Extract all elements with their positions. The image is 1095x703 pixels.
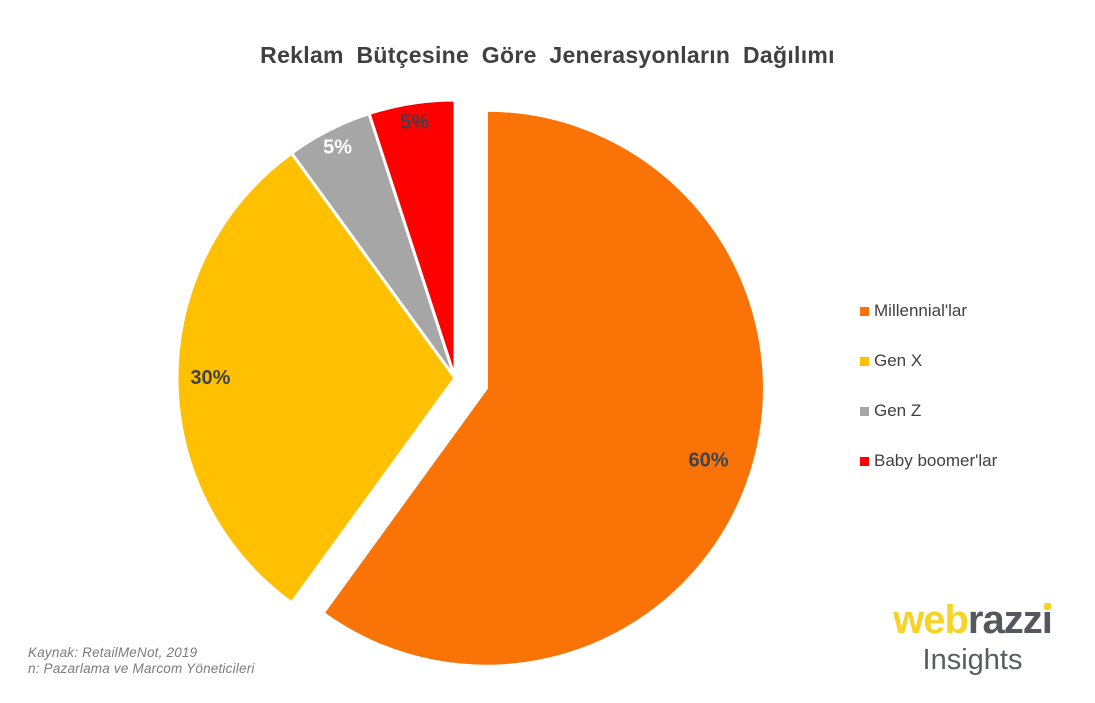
- logo-razzi-text: razz: [967, 598, 1043, 642]
- legend-marker-gen-x: [860, 356, 869, 366]
- pie-slice-label-2: 5%: [323, 137, 352, 159]
- source-line-2: n: Pazarlama ve Marcom Yöneticileri: [28, 661, 255, 676]
- legend: Millennial'lar Gen X Gen Z Baby boomer'l…: [860, 301, 998, 470]
- legend-item-baby-boomers: Baby boomer'lar: [860, 451, 998, 470]
- webrazzi-insights-logo: webrazzı Insights: [860, 598, 1085, 677]
- legend-marker-millennials: [860, 306, 869, 316]
- pie-slice-1: [175, 151, 457, 605]
- pie-slice-label-1: 30%: [190, 367, 230, 389]
- logo-i-glyph: ı: [1041, 598, 1053, 642]
- pie-slice-label-0: 60%: [688, 449, 728, 471]
- legend-label-gen-z: Gen Z: [874, 401, 922, 420]
- pie-slice-label-3: 5%: [400, 112, 429, 134]
- legend-label-baby-boomers: Baby boomer'lar: [874, 451, 998, 470]
- legend-label-gen-x: Gen X: [874, 351, 923, 370]
- legend-marker-baby-boomers: [860, 456, 869, 466]
- legend-marker-gen-z: [860, 406, 869, 416]
- logo-yellow-dot-icon: [1043, 603, 1051, 610]
- source-line-1: Kaynak: RetailMeNot, 2019: [28, 645, 198, 660]
- logo-wordmark: webrazzı: [860, 598, 1085, 642]
- logo-web-text: web: [893, 598, 969, 642]
- pie-slice-0: [321, 108, 766, 668]
- chart-title: Reklam Bütçesine Göre Jenerasyonların Da…: [260, 42, 835, 68]
- source-note: Kaynak: RetailMeNot, 2019 n: Pazarlama v…: [28, 645, 255, 677]
- legend-item-gen-x: Gen X: [860, 351, 997, 370]
- logo-subtitle: Insights: [922, 644, 1023, 676]
- legend-item-millennials: Millennial'lar: [860, 301, 997, 320]
- legend-label-millennials: Millennial'lar: [874, 301, 968, 320]
- pie-slice-3: [367, 98, 457, 380]
- legend-item-gen-z: Gen Z: [860, 401, 997, 420]
